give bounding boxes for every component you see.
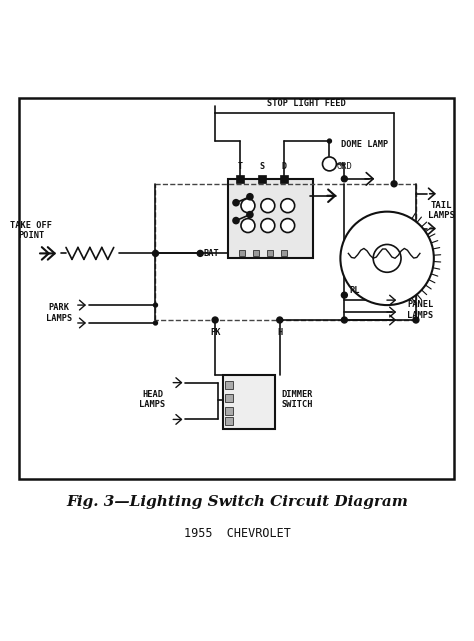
Circle shape bbox=[341, 292, 347, 298]
Circle shape bbox=[233, 217, 239, 224]
Circle shape bbox=[153, 251, 158, 256]
Circle shape bbox=[212, 317, 218, 323]
Text: TAKE OFF
POINT: TAKE OFF POINT bbox=[10, 221, 52, 240]
Text: TAIL
LAMPS: TAIL LAMPS bbox=[428, 201, 455, 221]
Text: STOP LIGHT FEED: STOP LIGHT FEED bbox=[267, 99, 346, 108]
Bar bbox=[239, 251, 245, 256]
Circle shape bbox=[341, 176, 347, 182]
Text: S: S bbox=[259, 162, 264, 171]
Circle shape bbox=[340, 212, 434, 305]
Circle shape bbox=[341, 317, 347, 323]
Circle shape bbox=[391, 181, 397, 187]
Text: PARK
LAMPS: PARK LAMPS bbox=[46, 303, 72, 323]
Text: Fig. 3—Lighting Switch Circuit Diagram: Fig. 3—Lighting Switch Circuit Diagram bbox=[66, 495, 408, 509]
Bar bbox=[281, 251, 287, 256]
Bar bbox=[19, 98, 454, 479]
Text: DOME LAMP: DOME LAMP bbox=[341, 140, 389, 149]
Bar bbox=[225, 417, 233, 426]
Bar bbox=[280, 175, 288, 183]
Circle shape bbox=[154, 321, 157, 325]
Bar bbox=[258, 175, 266, 183]
Bar bbox=[228, 179, 312, 258]
Circle shape bbox=[281, 219, 295, 233]
Circle shape bbox=[261, 219, 275, 233]
Bar bbox=[236, 175, 244, 183]
Text: GRD: GRD bbox=[337, 162, 352, 171]
Text: D: D bbox=[281, 162, 286, 171]
Text: PK: PK bbox=[210, 328, 220, 337]
Bar bbox=[225, 408, 233, 415]
Circle shape bbox=[154, 303, 157, 307]
Text: PANEL
LAMPS: PANEL LAMPS bbox=[407, 301, 433, 320]
Bar bbox=[225, 394, 233, 401]
Text: BAT: BAT bbox=[203, 249, 219, 258]
Circle shape bbox=[241, 219, 255, 233]
Bar bbox=[225, 381, 233, 388]
Text: DIMMER
SWITCH: DIMMER SWITCH bbox=[282, 390, 313, 409]
Circle shape bbox=[413, 317, 419, 323]
Circle shape bbox=[281, 199, 295, 213]
Text: HEAD
LAMPS: HEAD LAMPS bbox=[139, 390, 165, 409]
Bar bbox=[267, 251, 273, 256]
Text: T: T bbox=[237, 162, 243, 171]
Circle shape bbox=[322, 157, 337, 171]
Circle shape bbox=[373, 244, 401, 272]
Bar bbox=[223, 375, 275, 429]
Circle shape bbox=[247, 194, 253, 200]
Circle shape bbox=[328, 139, 331, 143]
Circle shape bbox=[233, 200, 239, 206]
Circle shape bbox=[247, 212, 253, 217]
Circle shape bbox=[241, 199, 255, 213]
Circle shape bbox=[277, 317, 283, 323]
Text: H: H bbox=[277, 328, 283, 337]
Circle shape bbox=[197, 251, 203, 256]
Circle shape bbox=[261, 199, 275, 213]
Text: PL: PL bbox=[349, 286, 360, 295]
Bar bbox=[253, 251, 259, 256]
Text: 1955  CHEVROLET: 1955 CHEVROLET bbox=[183, 528, 291, 540]
